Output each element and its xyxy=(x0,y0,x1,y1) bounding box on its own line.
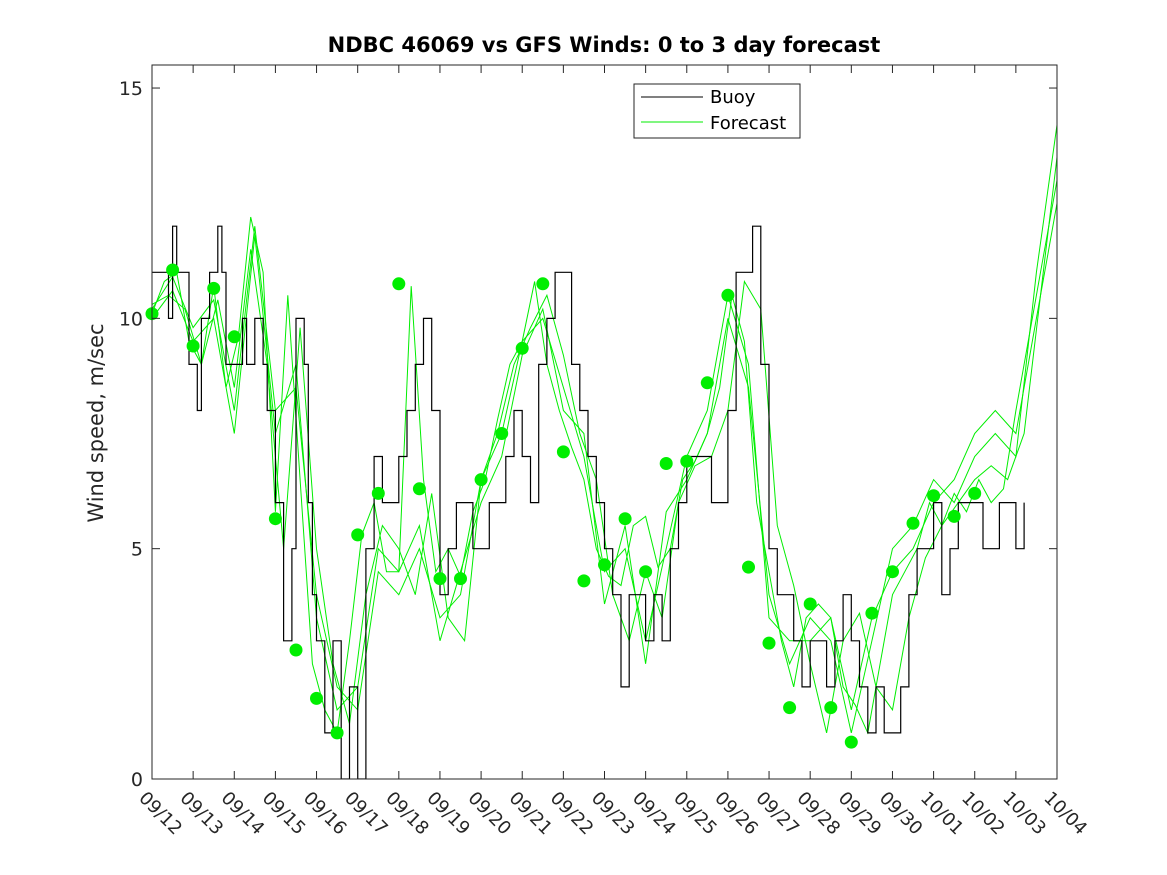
x-tick-label: 09/17 xyxy=(340,788,392,840)
forecast-point xyxy=(865,606,879,620)
forecast-point xyxy=(433,572,447,586)
x-tick-label: 09/19 xyxy=(422,788,474,840)
forecast-point xyxy=(824,701,838,715)
forecast-point xyxy=(351,528,365,542)
forecast-point xyxy=(227,330,241,344)
forecast-point xyxy=(495,427,509,440)
x-tick-label: 09/23 xyxy=(587,788,639,840)
legend-forecast-label: Forecast xyxy=(710,113,786,134)
forecast-point xyxy=(742,560,755,574)
x-tick-label: 09/25 xyxy=(669,788,721,840)
x-tick-label: 09/18 xyxy=(381,788,433,840)
forecast-point xyxy=(412,482,426,496)
forecast-point xyxy=(454,572,467,586)
forecast-point xyxy=(927,489,941,503)
forecast-point xyxy=(680,454,694,468)
x-tick-label: 10/04 xyxy=(1039,788,1091,840)
x-tick-label: 10/01 xyxy=(916,788,968,840)
x-tick-label: 09/21 xyxy=(505,788,557,840)
x-tick-label: 09/14 xyxy=(217,788,269,840)
forecast-series-line xyxy=(152,203,1057,712)
forecast-point xyxy=(289,643,303,657)
forecast-point xyxy=(906,516,920,530)
x-tick-label: 10/03 xyxy=(998,788,1050,840)
forecast-point xyxy=(783,701,797,715)
legend: Buoy Forecast xyxy=(633,83,801,139)
forecast-point xyxy=(700,376,714,390)
forecast-point xyxy=(762,636,776,650)
x-tick-label: 09/29 xyxy=(834,788,886,840)
forecast-point xyxy=(166,263,180,277)
marker-layer xyxy=(145,263,982,749)
y-tick-label: 15 xyxy=(119,78,143,100)
forecast-point xyxy=(392,277,406,291)
plot-frame xyxy=(151,64,1058,780)
x-ticks: 09/1209/1309/1409/1509/1609/1709/1809/19… xyxy=(134,65,1091,839)
forecast-point xyxy=(886,565,899,579)
x-tick-label: 09/16 xyxy=(299,788,351,840)
y-tick-label: 10 xyxy=(119,308,143,330)
data-layer xyxy=(152,124,1057,779)
x-tick-label: 09/15 xyxy=(258,788,310,840)
x-tick-label: 09/22 xyxy=(546,788,598,840)
x-tick-label: 09/26 xyxy=(710,788,762,840)
forecast-series-line xyxy=(152,124,1057,734)
x-tick-label: 10/02 xyxy=(957,788,1009,840)
legend-box xyxy=(633,83,801,139)
forecast-point xyxy=(207,281,221,295)
y-tick-label: 5 xyxy=(131,539,143,561)
x-tick-label: 09/28 xyxy=(793,788,845,840)
forecast-point xyxy=(536,277,550,291)
forecast-point xyxy=(268,512,282,526)
y-axis-label: Wind speed, m/sec xyxy=(84,323,108,522)
forecast-point xyxy=(639,565,653,579)
forecast-point xyxy=(474,473,488,487)
x-tick-label: 09/30 xyxy=(875,788,927,840)
forecast-point xyxy=(577,574,591,588)
forecast-point xyxy=(515,341,529,355)
x-tick-label: 09/13 xyxy=(176,788,228,840)
buoy-series-line xyxy=(152,225,1025,779)
forecast-point xyxy=(371,486,385,500)
y-tick-label: 0 xyxy=(131,769,143,791)
forecast-point xyxy=(556,445,570,459)
forecast-point xyxy=(947,509,961,523)
forecast-series-line xyxy=(152,157,1057,734)
forecast-point xyxy=(968,486,982,500)
forecast-point xyxy=(310,691,323,705)
forecast-point xyxy=(721,288,735,302)
x-tick-label: 09/12 xyxy=(134,788,186,840)
forecast-series-line xyxy=(152,180,1057,735)
forecast-point xyxy=(186,339,200,353)
forecast-point xyxy=(803,597,817,611)
forecast-point xyxy=(330,726,344,740)
forecast-point xyxy=(598,558,611,572)
x-tick-label: 09/27 xyxy=(752,788,804,840)
legend-buoy-label: Buoy xyxy=(710,87,756,108)
x-tick-label: 09/24 xyxy=(628,788,680,840)
y-ticks: 0 5 10 15 xyxy=(119,78,1057,791)
forecast-point xyxy=(844,735,858,749)
forecast-point xyxy=(618,512,632,526)
x-tick-label: 09/20 xyxy=(464,788,516,840)
forecast-point xyxy=(659,457,673,470)
chart-title: NDBC 46069 vs GFS Winds: 0 to 3 day fore… xyxy=(328,33,881,57)
